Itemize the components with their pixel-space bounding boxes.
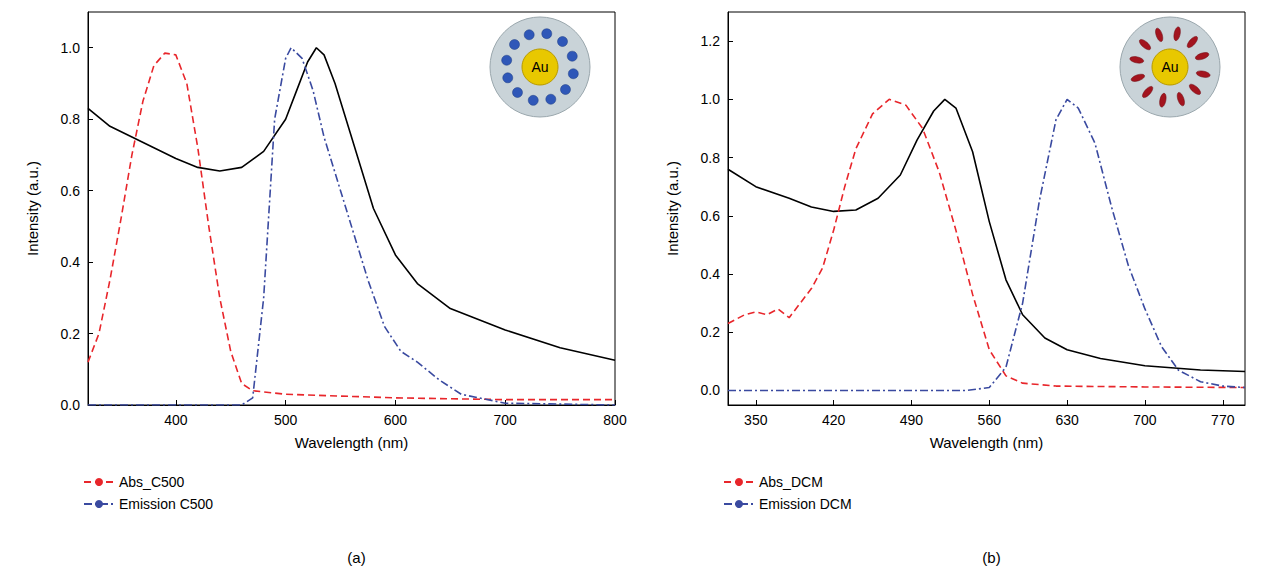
svg-text:630: 630 (1055, 412, 1079, 428)
svg-text:(a): (a) (347, 549, 365, 566)
svg-text:1.0: 1.0 (701, 91, 721, 107)
svg-text:0.8: 0.8 (701, 150, 721, 166)
svg-text:Emission DCM: Emission DCM (759, 496, 852, 512)
svg-text:420: 420 (822, 412, 846, 428)
svg-text:700: 700 (494, 412, 518, 428)
svg-text:800: 800 (603, 412, 627, 428)
svg-text:Wavelength (nm): Wavelength (nm) (295, 434, 409, 451)
svg-text:Intensity (a.u.): Intensity (a.u.) (24, 161, 41, 256)
svg-text:0.4: 0.4 (701, 266, 721, 282)
svg-text:Abs_C500: Abs_C500 (119, 474, 185, 490)
svg-text:Abs_DCM: Abs_DCM (759, 474, 823, 490)
svg-text:Au: Au (531, 59, 548, 75)
svg-text:(b): (b) (982, 549, 1000, 566)
svg-text:700: 700 (1133, 412, 1157, 428)
svg-text:600: 600 (384, 412, 408, 428)
svg-text:Emission C500: Emission C500 (119, 496, 213, 512)
svg-text:Wavelength (nm): Wavelength (nm) (930, 434, 1044, 451)
svg-text:0.6: 0.6 (61, 183, 81, 199)
svg-text:0.2: 0.2 (701, 324, 721, 340)
svg-text:0.6: 0.6 (701, 208, 721, 224)
svg-text:490: 490 (900, 412, 924, 428)
svg-text:1.0: 1.0 (61, 40, 81, 56)
svg-text:400: 400 (164, 412, 188, 428)
svg-text:0.0: 0.0 (61, 397, 81, 413)
svg-text:0.2: 0.2 (61, 326, 81, 342)
svg-text:0.4: 0.4 (61, 254, 81, 270)
svg-text:350: 350 (744, 412, 768, 428)
svg-text:560: 560 (978, 412, 1002, 428)
svg-text:Intensity (a.u.): Intensity (a.u.) (664, 161, 681, 256)
svg-text:0.8: 0.8 (61, 111, 81, 127)
svg-text:770: 770 (1211, 412, 1235, 428)
svg-text:0.0: 0.0 (701, 382, 721, 398)
svg-text:1.2: 1.2 (701, 33, 721, 49)
svg-text:Au: Au (1161, 59, 1178, 75)
svg-text:500: 500 (274, 412, 298, 428)
